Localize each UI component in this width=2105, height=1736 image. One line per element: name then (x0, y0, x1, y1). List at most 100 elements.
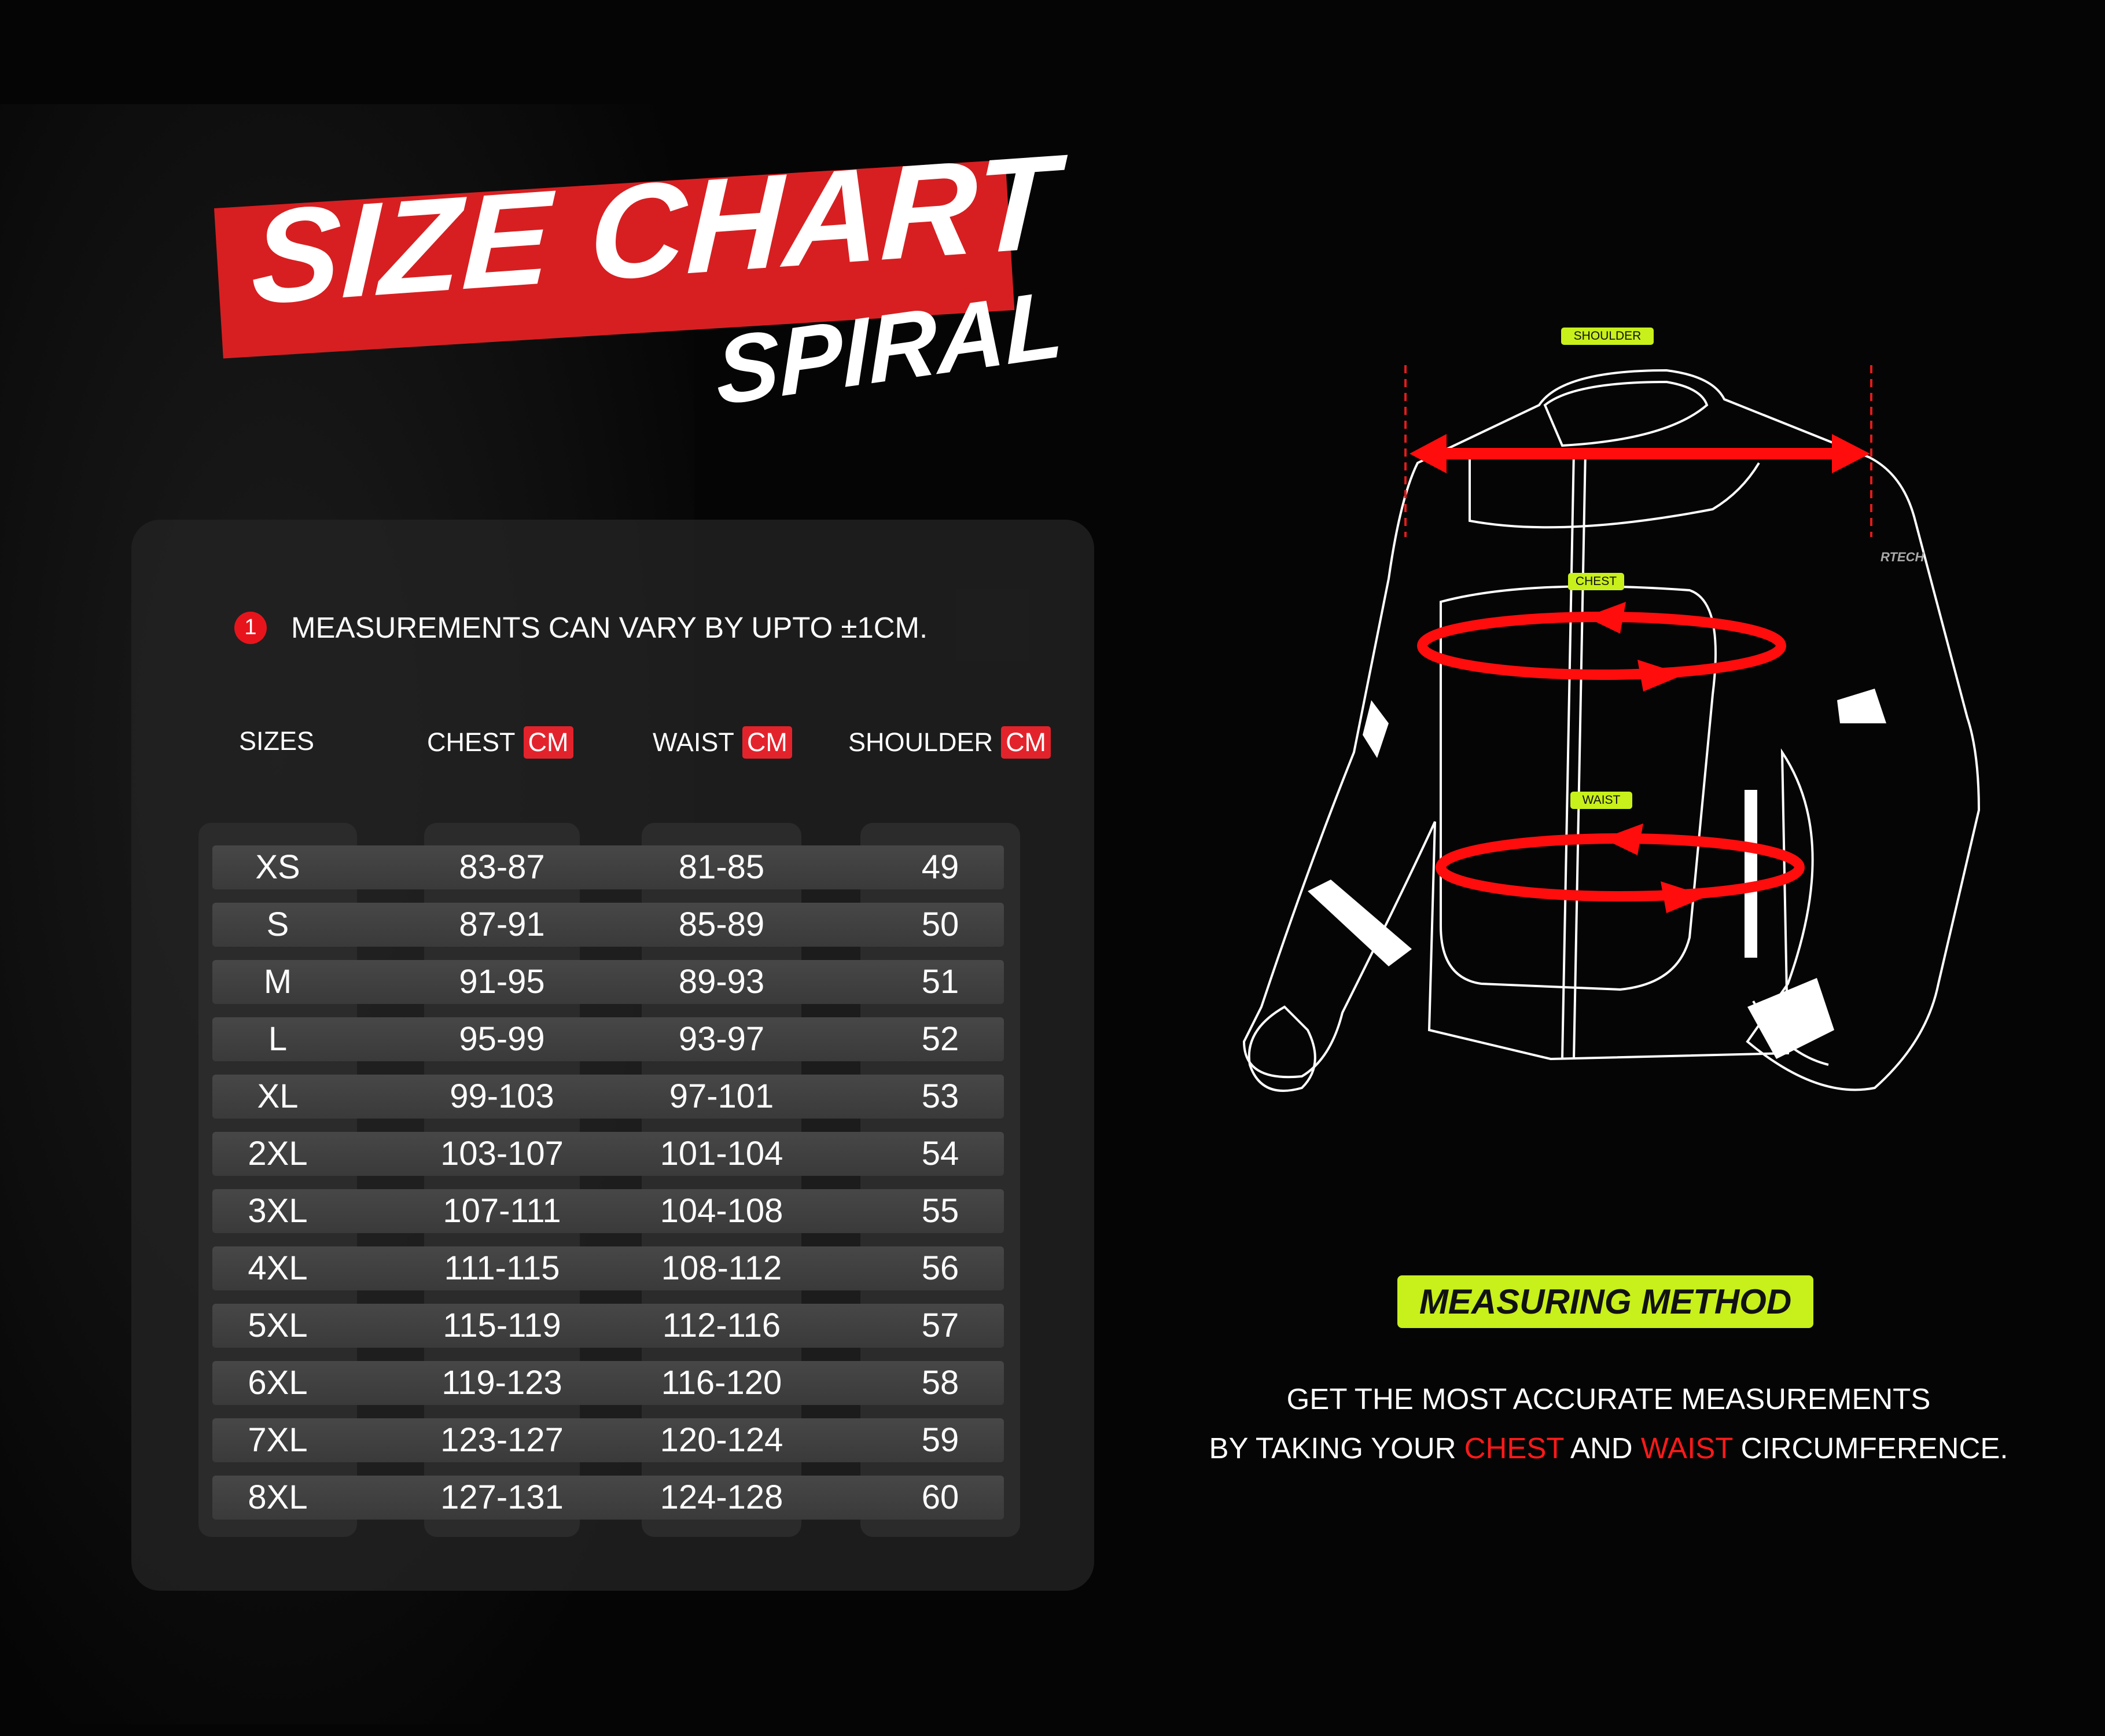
highlight-waist: WAIST (1640, 1432, 1733, 1465)
cell-shoulder: 59 (921, 1421, 959, 1459)
header-shoulder: SHOULDER CM (848, 726, 1051, 759)
cell-waist: 112-116 (662, 1307, 781, 1344)
cell-shoulder: 55 (921, 1192, 959, 1230)
header-label: WAIST (653, 727, 734, 757)
cell-shoulder: 52 (921, 1020, 959, 1058)
cell-waist: 124-128 (660, 1478, 783, 1516)
reflective-panels (1308, 689, 1886, 1059)
label-waist: WAIST (1570, 792, 1632, 809)
cell-size: 6XL (248, 1364, 308, 1402)
shoulder-guide-lines (1404, 365, 1872, 537)
cell-size: M (263, 963, 292, 1001)
cell-size: L (268, 1020, 288, 1058)
row-bar (212, 1132, 1004, 1176)
cell-chest: 91-95 (459, 963, 545, 1001)
header-chest: CHEST CM (427, 726, 573, 759)
table-row: XL 99-103 97-101 53 (212, 1075, 1004, 1119)
table-row: 7XL 123-127 120-124 59 (212, 1418, 1004, 1462)
row-bar (212, 1075, 1004, 1119)
cell-shoulder: 50 (921, 906, 959, 943)
row-bar (212, 1476, 1004, 1520)
cell-size: XL (257, 1077, 299, 1115)
row-bar (212, 845, 1004, 889)
cell-size: 7XL (248, 1421, 308, 1459)
cell-shoulder: 57 (921, 1307, 959, 1344)
method-description-line2: BY TAKING YOUR CHEST AND WAIST CIRCUMFER… (1099, 1431, 2105, 1465)
text: CIRCUMFERENCE. (1732, 1432, 2008, 1465)
cell-shoulder: 53 (921, 1077, 959, 1115)
cell-chest: 99-103 (450, 1077, 554, 1115)
cell-shoulder: 56 (921, 1249, 959, 1287)
header-waist: WAIST CM (653, 726, 792, 759)
row-bar (212, 1304, 1004, 1348)
measurement-note: 1 MEASUREMENTS CAN VARY BY UPTO ±1CM. (234, 610, 928, 645)
method-description-line1: GET THE MOST ACCURATE MEASUREMENTS (1286, 1382, 1931, 1415)
unit-badge: CM (742, 726, 792, 759)
text: AND (1563, 1432, 1641, 1465)
table-row: 6XL 119-123 116-120 58 (212, 1361, 1004, 1405)
cell-chest: 107-111 (443, 1192, 561, 1230)
cell-size: 4XL (248, 1249, 308, 1287)
cell-waist: 81-85 (678, 848, 765, 886)
table-row: 3XL 107-111 104-108 55 (212, 1189, 1004, 1233)
cell-chest: 119-123 (441, 1364, 562, 1402)
waist-arrowheads (1603, 823, 1707, 913)
cell-size: XS (255, 848, 300, 886)
cell-size: 8XL (248, 1478, 308, 1516)
cell-waist: 104-108 (660, 1192, 783, 1230)
cell-size: 3XL (248, 1192, 308, 1230)
cell-size: S (266, 906, 289, 943)
cell-chest: 95-99 (459, 1020, 545, 1058)
cell-chest: 87-91 (459, 906, 545, 943)
row-bar (212, 960, 1004, 1004)
cell-waist: 93-97 (678, 1020, 765, 1058)
table-row: S 87-91 85-89 50 (212, 903, 1004, 947)
chest-arrowheads (1585, 602, 1684, 692)
highlight-chest: CHEST (1464, 1432, 1564, 1465)
header-label: SHOULDER (848, 727, 993, 757)
info-number-icon: 1 (234, 611, 267, 644)
header-label: CHEST (427, 727, 516, 757)
cell-shoulder: 49 (921, 848, 959, 886)
cell-waist: 101-104 (660, 1135, 783, 1172)
cell-chest: 115-119 (443, 1307, 561, 1344)
cell-shoulder: 51 (921, 963, 959, 1001)
cell-chest: 123-127 (440, 1421, 564, 1459)
brand-mark: RTECH (1880, 550, 1924, 564)
label-chest: CHEST (1568, 573, 1624, 590)
measuring-method-badge: MEASURING METHOD (1397, 1275, 1813, 1328)
cell-waist: 89-93 (678, 963, 765, 1001)
cell-chest: 127-131 (440, 1478, 564, 1516)
table-row: L 95-99 93-97 52 (212, 1017, 1004, 1061)
header-sizes: SIZES (239, 726, 314, 756)
table-row: 8XL 127-131 124-128 60 (212, 1476, 1004, 1520)
unit-badge: CM (1001, 726, 1051, 759)
table-row: M 91-95 89-93 51 (212, 960, 1004, 1004)
cell-shoulder: 60 (921, 1478, 959, 1516)
cell-chest: 103-107 (440, 1135, 564, 1172)
note-text: MEASUREMENTS CAN VARY BY UPTO ±1CM. (291, 611, 928, 644)
cell-waist: 97-101 (669, 1077, 774, 1115)
row-bar (212, 1017, 1004, 1061)
cell-shoulder: 58 (921, 1364, 959, 1402)
row-bar (212, 1189, 1004, 1233)
shoulder-arrow (1410, 434, 1870, 473)
row-bar (212, 1246, 1004, 1290)
cell-size: 5XL (248, 1307, 308, 1344)
row-bar (212, 903, 1004, 947)
cell-waist: 108-112 (661, 1249, 782, 1287)
row-bar (212, 1418, 1004, 1462)
cell-waist: 120-124 (660, 1421, 783, 1459)
table-row: 4XL 111-115 108-112 56 (212, 1246, 1004, 1290)
chest-loop-arrow (1417, 612, 1786, 680)
table-row: XS 83-87 81-85 49 (212, 845, 1004, 889)
cell-chest: 83-87 (459, 848, 545, 886)
label-shoulder: SHOULDER (1561, 328, 1654, 345)
table-row: 2XL 103-107 101-104 54 (212, 1132, 1004, 1176)
text: BY TAKING YOUR (1209, 1432, 1464, 1465)
cell-waist: 116-120 (661, 1364, 782, 1402)
cell-shoulder: 54 (921, 1135, 959, 1172)
jacket-outline (1242, 369, 1981, 1092)
cell-waist: 85-89 (678, 906, 765, 943)
cell-size: 2XL (248, 1135, 308, 1172)
